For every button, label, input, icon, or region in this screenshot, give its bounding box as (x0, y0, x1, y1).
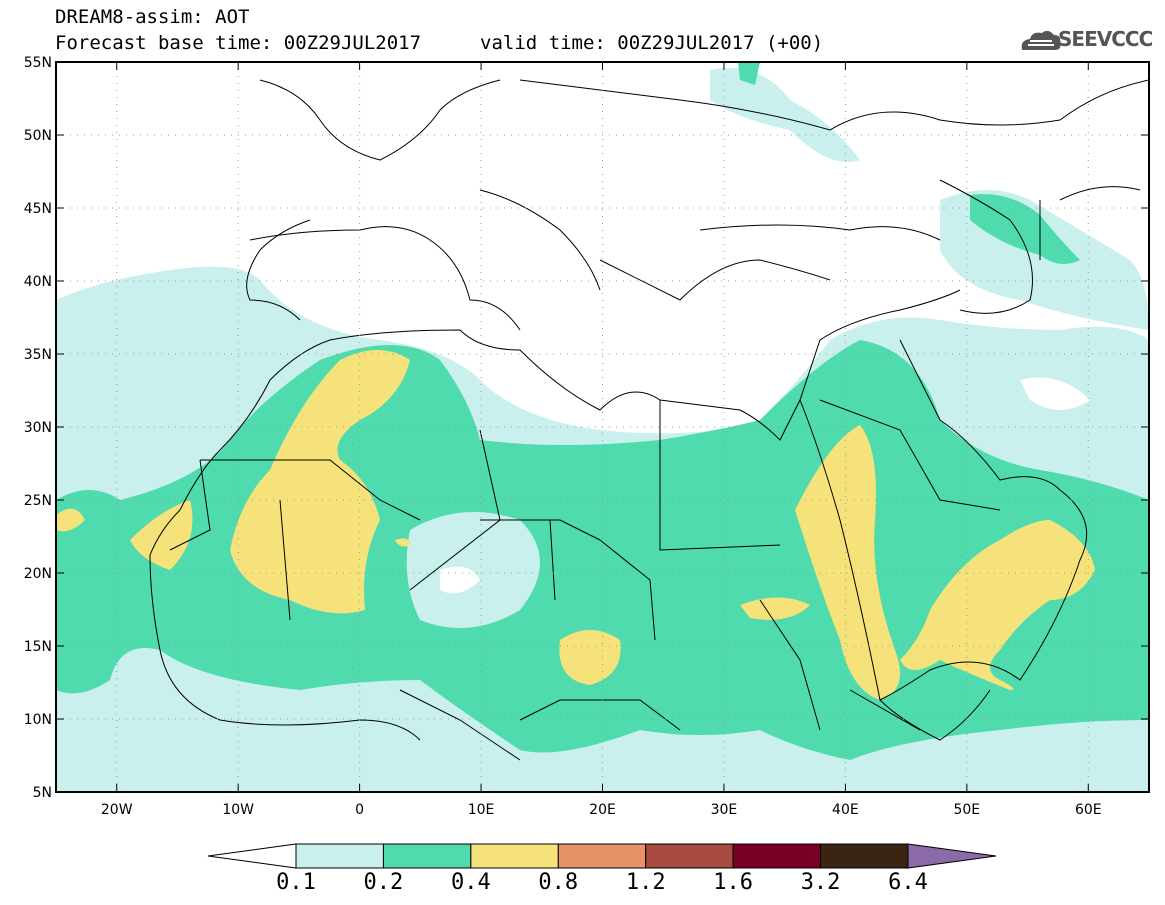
colorbar-label: 0.8 (538, 870, 579, 895)
aot-band-0.4 (56, 350, 1095, 700)
colorbar-label: 0.4 (450, 870, 491, 895)
lon-label: 10E (468, 802, 495, 818)
lat-label: 35N (24, 347, 52, 363)
lon-label: 30E (711, 802, 738, 818)
lon-label: 0 (355, 802, 364, 818)
colorbar-segment (557, 843, 647, 869)
colorbar-label: 0.2 (363, 870, 404, 895)
graticule (56, 62, 1149, 792)
lon-label: 20E (589, 802, 616, 818)
colorbar-segment (295, 843, 384, 869)
colorbar-segment (820, 843, 909, 869)
colorbar-label: 3.2 (800, 870, 841, 895)
lat-label: 50N (24, 128, 52, 144)
colorbar-max-arrow (907, 843, 997, 869)
lat-label: 25N (24, 493, 52, 509)
map-title: DREAM8-assim: AOT (55, 6, 250, 28)
colorbar-segment (645, 843, 734, 869)
colorbar-min-arrow (207, 843, 297, 869)
logo-text: SEEVCCC (1058, 27, 1153, 51)
base-time: Forecast base time: 00Z29JUL2017 (55, 32, 422, 54)
lon-label: 40E (832, 802, 859, 818)
colorbar-segment (382, 843, 472, 869)
colorbar-label: 1.6 (713, 870, 754, 895)
colorbar (207, 843, 997, 869)
cloud-logo-icon (1021, 30, 1061, 50)
lon-label: 10W (222, 802, 254, 818)
colorbar-segment (470, 843, 559, 869)
lat-label: 5N (33, 785, 52, 801)
lat-label: 40N (24, 274, 52, 290)
colorbar-label: 6.4 (888, 870, 928, 895)
colorbar-segment (732, 843, 822, 869)
coastlines (149, 79, 1149, 761)
lat-label: 20N (24, 566, 52, 582)
lat-label: 45N (24, 201, 52, 217)
lat-label: 55N (24, 55, 52, 71)
lon-label: 20W (101, 802, 133, 818)
colorbar-label: 1.2 (625, 870, 666, 895)
lon-label: 50E (953, 802, 980, 818)
lat-label: 15N (24, 639, 52, 655)
lat-label: 10N (24, 712, 52, 728)
axis-ticks: 55N 50N 45N 40N 35N 30N 25N 20N 15N 10N 5N 20W 10W 0 1… (24, 55, 1149, 818)
colorbar-label: 0.1 (276, 870, 316, 895)
lon-label: 60E (1075, 802, 1102, 818)
lat-label: 30N (24, 420, 52, 436)
valid-time: valid time: 00Z29JUL2017 (+00) (480, 32, 824, 54)
